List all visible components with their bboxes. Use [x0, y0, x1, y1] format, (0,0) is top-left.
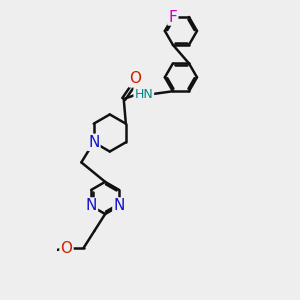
Text: O: O [61, 241, 73, 256]
Text: N: N [113, 199, 125, 214]
Text: O: O [130, 71, 142, 86]
Text: N: N [88, 135, 99, 150]
Text: HN: HN [134, 88, 153, 101]
Text: F: F [169, 10, 177, 25]
Text: N: N [85, 199, 97, 214]
